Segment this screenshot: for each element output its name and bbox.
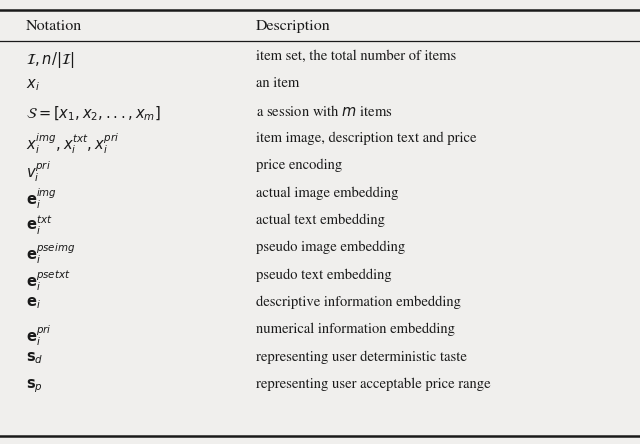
Text: item image, description text and price: item image, description text and price	[256, 132, 477, 145]
Text: $x_i^{img}, x_i^{txt}, x_i^{pri}$: $x_i^{img}, x_i^{txt}, x_i^{pri}$	[26, 132, 119, 156]
Text: numerical information embedding: numerical information embedding	[256, 323, 455, 336]
Text: item set, the total number of items: item set, the total number of items	[256, 50, 456, 63]
Text: Description: Description	[256, 20, 331, 33]
Text: $\mathcal{S} = [x_1, x_2, ..., x_m]$: $\mathcal{S} = [x_1, x_2, ..., x_m]$	[26, 104, 161, 123]
Text: $\mathbf{e}_i^{txt}$: $\mathbf{e}_i^{txt}$	[26, 214, 52, 237]
Text: price encoding: price encoding	[256, 159, 342, 172]
Text: pseudo image embedding: pseudo image embedding	[256, 241, 405, 254]
Text: $\mathbf{s}_d$: $\mathbf{s}_d$	[26, 350, 43, 366]
Text: an item: an item	[256, 77, 300, 91]
Text: actual text embedding: actual text embedding	[256, 214, 385, 227]
Text: $\mathbf{s}_p$: $\mathbf{s}_p$	[26, 377, 42, 395]
Text: $x_i$: $x_i$	[26, 77, 40, 93]
Text: $\mathbf{e}_i^{img}$: $\mathbf{e}_i^{img}$	[26, 186, 56, 211]
Text: representing user acceptable price range: representing user acceptable price range	[256, 377, 491, 391]
Text: Notation: Notation	[26, 20, 82, 33]
Text: $\mathcal{I}, n/|\mathcal{I}|$: $\mathcal{I}, n/|\mathcal{I}|$	[26, 50, 74, 70]
Text: actual image embedding: actual image embedding	[256, 186, 399, 200]
Text: a session with $m$ items: a session with $m$ items	[256, 104, 393, 119]
Text: representing user deterministic taste: representing user deterministic taste	[256, 350, 467, 364]
Text: $\mathbf{e}_i^{psetxt}$: $\mathbf{e}_i^{psetxt}$	[26, 268, 70, 293]
Text: $\mathbf{e}_i$: $\mathbf{e}_i$	[26, 296, 40, 311]
Text: $\mathbf{e}_i^{pri}$: $\mathbf{e}_i^{pri}$	[26, 323, 51, 348]
Text: $\mathbf{e}_i^{pseimg}$: $\mathbf{e}_i^{pseimg}$	[26, 241, 75, 266]
Text: $v_i^{pri}$: $v_i^{pri}$	[26, 159, 51, 184]
Text: pseudo text embedding: pseudo text embedding	[256, 268, 392, 281]
Text: descriptive information embedding: descriptive information embedding	[256, 296, 461, 309]
